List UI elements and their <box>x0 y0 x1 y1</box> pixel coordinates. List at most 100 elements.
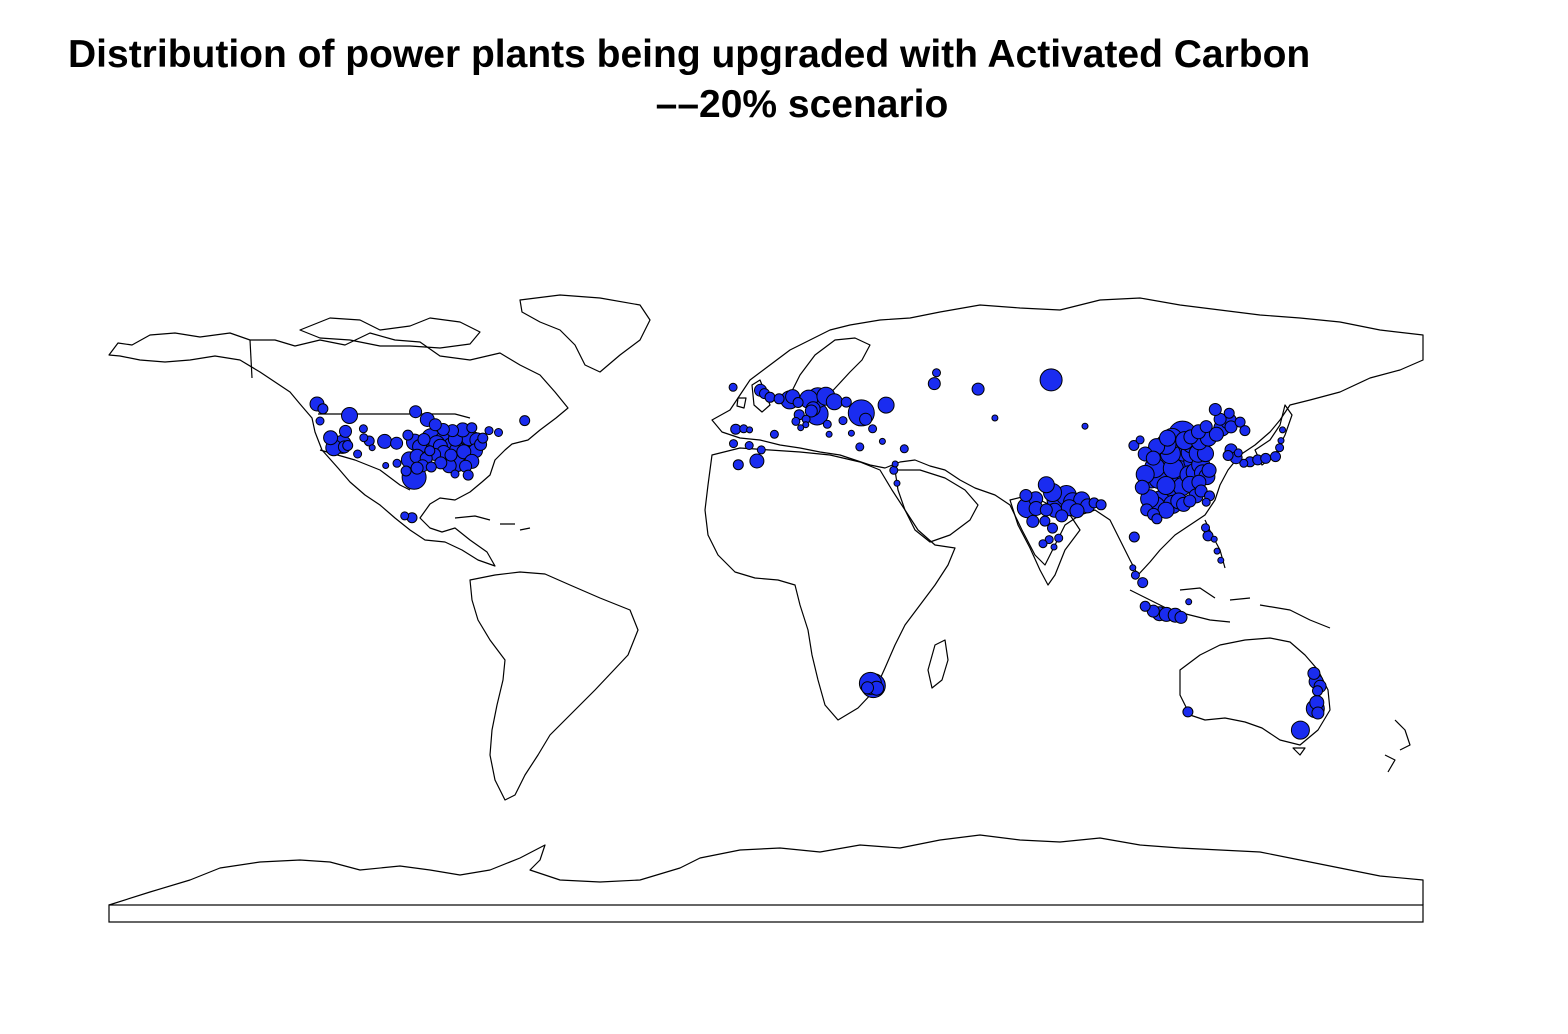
power-plant-marker <box>494 428 503 437</box>
power-plant-marker <box>804 404 818 418</box>
power-plant-marker <box>1312 685 1323 697</box>
power-plant-marker <box>1201 523 1210 533</box>
power-plant-marker <box>749 453 765 469</box>
power-plant-marker <box>477 432 489 444</box>
power-plant-marker <box>1128 531 1140 543</box>
power-plant-marker <box>1260 452 1272 464</box>
power-plant-marker <box>1239 458 1249 468</box>
power-plant-marker <box>456 444 472 460</box>
power-plant-marker <box>444 448 458 462</box>
power-plant-marker <box>1234 416 1246 428</box>
power-plant-marker <box>1039 503 1053 517</box>
power-plant-marker <box>1183 494 1197 508</box>
power-plant-marker <box>891 460 899 468</box>
power-plant-marker <box>877 396 895 414</box>
power-plant-marker <box>728 382 738 392</box>
power-plant-marker <box>1159 429 1176 447</box>
power-plant-marker <box>1270 451 1281 463</box>
power-plant-marker <box>400 465 412 477</box>
africa-outline <box>704 447 956 721</box>
power-plant-marker <box>390 436 404 450</box>
power-plant-marker <box>462 469 474 481</box>
power-plant-marker <box>878 437 886 445</box>
power-plant-marker <box>746 426 754 434</box>
power-plant-marker <box>792 397 804 408</box>
power-plant-marker <box>822 419 832 429</box>
power-plant-marker <box>1135 435 1145 445</box>
power-plant-marker <box>359 433 369 443</box>
power-plant-marker <box>893 479 901 487</box>
power-plant-marker <box>1145 450 1161 466</box>
india-outline <box>1009 494 1081 586</box>
power-plant-marker <box>797 424 805 432</box>
power-plant-marker <box>1201 462 1217 478</box>
australia-outline <box>1179 637 1331 746</box>
power-plant-marker <box>756 445 766 455</box>
power-plant-marker <box>868 424 878 434</box>
power-plant-marker <box>861 681 874 695</box>
power-plant-marker <box>1182 706 1194 718</box>
power-plant-marker <box>1129 564 1137 572</box>
power-plant-marker <box>428 418 442 432</box>
power-plant-marker <box>1039 368 1063 392</box>
power-plant-marker <box>1233 448 1243 458</box>
power-plant-marker <box>859 412 873 426</box>
plant-markers <box>309 368 1327 740</box>
canada-arctic-islands <box>299 317 481 349</box>
title-line-2: ––20% scenario <box>655 83 949 126</box>
power-plant-marker <box>1174 610 1188 624</box>
power-plant-marker <box>744 441 754 450</box>
power-plant-marker <box>1026 514 1040 528</box>
antarctica-outline <box>108 834 1424 906</box>
power-plant-marker <box>424 445 436 457</box>
us-mexico-border <box>319 449 411 491</box>
coastlines <box>108 294 1424 906</box>
power-plant-marker <box>773 393 785 405</box>
power-plant-marker <box>519 415 531 427</box>
power-plant-marker <box>1199 420 1213 434</box>
alaska-border <box>249 339 253 379</box>
new-zealand-outline <box>1384 719 1411 773</box>
power-plant-marker <box>358 424 368 434</box>
power-plant-marker <box>825 430 833 438</box>
power-plant-marker <box>1081 422 1089 430</box>
map-frame <box>108 904 1424 923</box>
power-plant-marker <box>1044 535 1054 545</box>
power-plant-marker <box>400 511 410 521</box>
power-plant-marker <box>466 422 478 434</box>
power-plant-marker <box>1156 476 1176 495</box>
power-plant-marker <box>1047 522 1058 534</box>
power-plant-marker <box>1208 426 1224 442</box>
power-plant-marker <box>840 396 852 408</box>
power-plant-marker <box>1038 539 1048 549</box>
antarctica-edge <box>108 904 1424 923</box>
power-plant-marker <box>855 442 865 452</box>
power-plant-marker <box>1069 503 1085 519</box>
madagascar-outline <box>927 639 949 689</box>
power-plant-marker <box>1311 706 1325 720</box>
power-plant-marker <box>1185 598 1193 606</box>
power-plant-marker <box>1210 535 1218 543</box>
power-plant-marker <box>971 382 985 396</box>
power-plant-marker <box>1222 450 1234 461</box>
power-plant-marker <box>341 407 358 424</box>
power-plant-marker <box>450 469 460 479</box>
power-plant-marker <box>402 429 414 441</box>
power-plant-marker <box>317 403 329 415</box>
power-plant-marker <box>791 416 801 426</box>
power-plant-marker <box>323 430 339 446</box>
power-plant-marker <box>1037 476 1055 494</box>
power-plant-marker <box>1019 489 1033 502</box>
power-plant-marker <box>1095 499 1107 511</box>
power-plant-marker <box>730 423 742 435</box>
power-plant-marker <box>417 433 431 446</box>
power-plant-marker <box>1201 497 1211 507</box>
power-plant-marker <box>847 429 855 437</box>
power-plant-marker <box>732 459 744 471</box>
power-plant-marker <box>484 426 494 436</box>
power-plant-marker <box>1208 403 1222 416</box>
power-plant-marker <box>1290 720 1310 740</box>
power-plant-marker <box>838 416 848 426</box>
power-plant-marker <box>315 416 325 426</box>
greenland-outline <box>519 294 651 373</box>
